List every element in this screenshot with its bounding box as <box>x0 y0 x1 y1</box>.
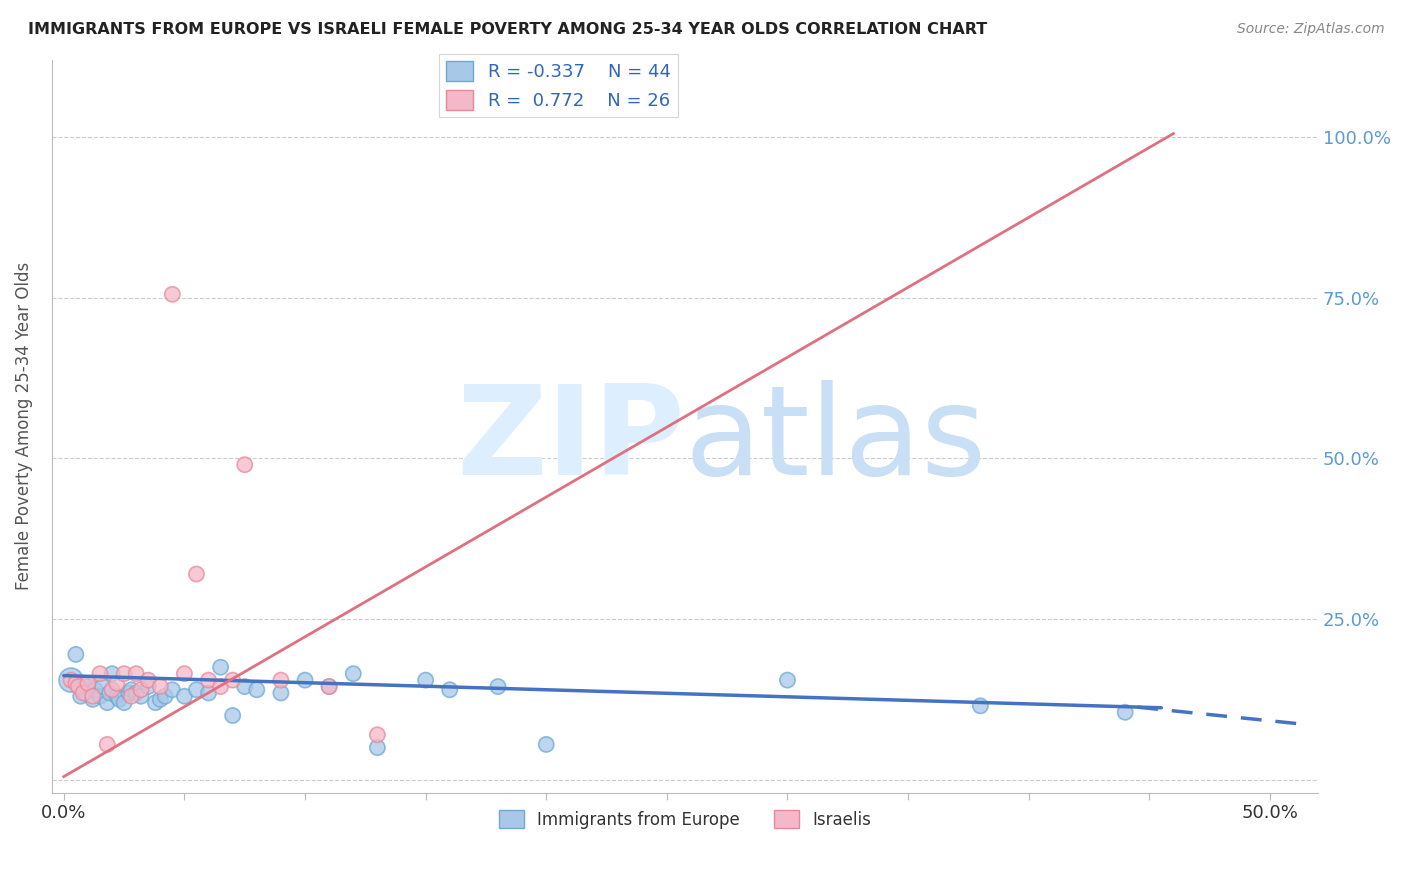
Point <box>67 680 90 694</box>
Point <box>536 738 558 752</box>
Point <box>129 689 152 703</box>
Point <box>318 680 340 694</box>
Point <box>233 458 256 472</box>
Point <box>233 680 256 694</box>
Point <box>270 686 292 700</box>
Point <box>75 686 97 700</box>
Point <box>221 708 243 723</box>
Point <box>294 673 316 687</box>
Point <box>72 686 94 700</box>
Point <box>342 666 364 681</box>
Point <box>69 689 91 703</box>
Point <box>89 666 111 681</box>
Point <box>120 689 142 703</box>
Point <box>186 567 208 582</box>
Point <box>125 686 148 700</box>
Point <box>186 682 208 697</box>
Point <box>77 676 100 690</box>
Point <box>101 666 124 681</box>
Point <box>96 696 118 710</box>
Point <box>173 689 195 703</box>
Point <box>96 738 118 752</box>
Text: ZIP: ZIP <box>456 380 685 501</box>
Point <box>72 676 94 690</box>
Point <box>162 682 184 697</box>
Point <box>162 287 184 301</box>
Text: atlas: atlas <box>685 380 987 501</box>
Text: IMMIGRANTS FROM EUROPE VS ISRAELI FEMALE POVERTY AMONG 25-34 YEAR OLDS CORRELATI: IMMIGRANTS FROM EUROPE VS ISRAELI FEMALE… <box>28 22 987 37</box>
Point <box>136 680 159 694</box>
Point <box>82 689 104 703</box>
Point <box>125 666 148 681</box>
Point <box>149 692 172 706</box>
Point <box>105 689 128 703</box>
Point <box>969 698 991 713</box>
Point <box>197 686 219 700</box>
Point <box>439 682 461 697</box>
Point <box>209 660 232 674</box>
Point <box>118 686 141 700</box>
Point <box>105 676 128 690</box>
Point <box>415 673 437 687</box>
Point <box>89 689 111 703</box>
Point <box>91 680 114 694</box>
Point <box>129 682 152 697</box>
Point <box>366 740 388 755</box>
Legend: Immigrants from Europe, Israelis: Immigrants from Europe, Israelis <box>492 804 877 836</box>
Point <box>108 692 131 706</box>
Point <box>65 676 87 690</box>
Point <box>270 673 292 687</box>
Y-axis label: Female Poverty Among 25-34 Year Olds: Female Poverty Among 25-34 Year Olds <box>15 262 32 591</box>
Point <box>486 680 509 694</box>
Point <box>98 686 121 700</box>
Point <box>776 673 799 687</box>
Point <box>60 673 83 687</box>
Text: Source: ZipAtlas.com: Source: ZipAtlas.com <box>1237 22 1385 37</box>
Point <box>136 673 159 687</box>
Point <box>65 648 87 662</box>
Point <box>173 666 195 681</box>
Point <box>197 673 219 687</box>
Point <box>112 696 135 710</box>
Point <box>84 682 107 697</box>
Point <box>366 728 388 742</box>
Point <box>60 673 83 687</box>
Point <box>149 680 172 694</box>
Point <box>246 682 269 697</box>
Point <box>1114 706 1136 720</box>
Point <box>120 682 142 697</box>
Point <box>221 673 243 687</box>
Point <box>145 696 167 710</box>
Point <box>209 680 232 694</box>
Point <box>101 682 124 697</box>
Point <box>112 666 135 681</box>
Point <box>82 692 104 706</box>
Point <box>77 680 100 694</box>
Point <box>153 689 176 703</box>
Point <box>318 680 340 694</box>
